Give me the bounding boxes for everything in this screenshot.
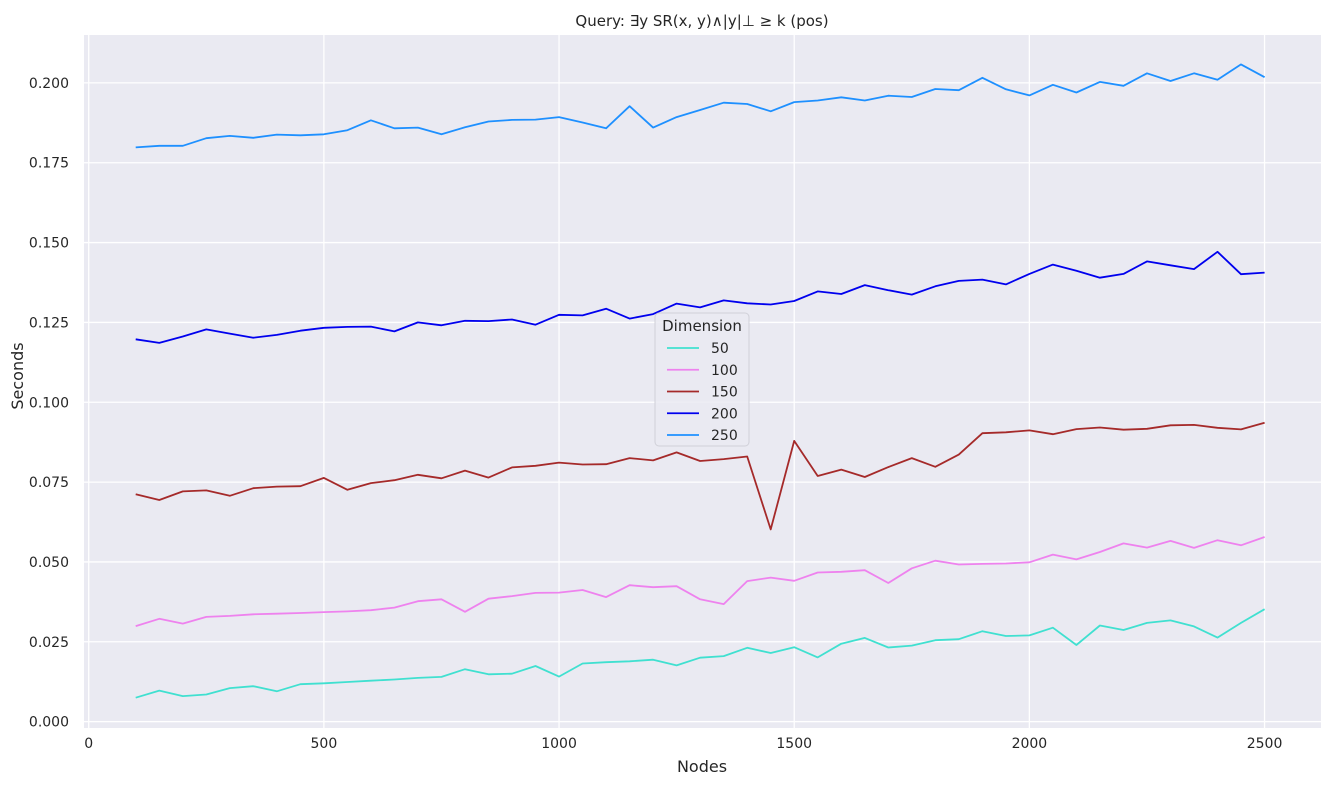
series-line-50: [135, 608, 1266, 699]
x-tick-label: 500: [311, 736, 338, 752]
legend-label-50: 50: [711, 341, 729, 357]
series-lines: [135, 63, 1266, 699]
y-tick-label: 0.050: [29, 555, 69, 571]
x-axis-ticks: 0 500 1000 1500 2000 2500: [84, 736, 1282, 752]
series-line-100: [135, 536, 1265, 627]
series-line-200: [135, 250, 1265, 344]
y-tick-label: 0.025: [29, 635, 69, 651]
x-tick-label: 2500: [1247, 736, 1283, 752]
y-tick-label: 0.175: [29, 156, 69, 172]
legend-label-250: 250: [711, 428, 738, 444]
x-tick-label: 1500: [776, 736, 812, 752]
y-tick-label: 0.000: [29, 715, 69, 731]
x-tick-label: 2000: [1012, 736, 1048, 752]
legend: Dimension 50 100 150 200 250: [654, 312, 750, 447]
x-tick-label: 1000: [541, 736, 577, 752]
legend-items: 50 100 150 200 250: [667, 341, 738, 444]
y-tick-label: 0.200: [29, 76, 69, 92]
legend-title: Dimension: [662, 317, 742, 335]
legend-label-200: 200: [711, 406, 738, 422]
legend-label-150: 150: [711, 385, 738, 401]
y-tick-label: 0.100: [29, 395, 69, 411]
x-axis-label: Nodes: [677, 757, 727, 776]
y-axis-ticks: 0.000 0.025 0.050 0.075 0.100 0.125 0.150 0.175…: [29, 76, 69, 731]
y-tick-label: 0.150: [29, 236, 69, 252]
x-tick-label: 0: [84, 736, 93, 752]
legend-label-100: 100: [711, 363, 738, 379]
series-line-150: [135, 421, 1265, 531]
y-axis-label: Seconds: [8, 342, 27, 409]
series-line-250: [135, 63, 1266, 149]
y-tick-label: 0.125: [29, 315, 69, 331]
y-tick-label: 0.075: [29, 475, 69, 491]
chart-title: Query: ∃y SR(x, y)∧|y|⊥ ≥ k (pos): [575, 12, 828, 30]
